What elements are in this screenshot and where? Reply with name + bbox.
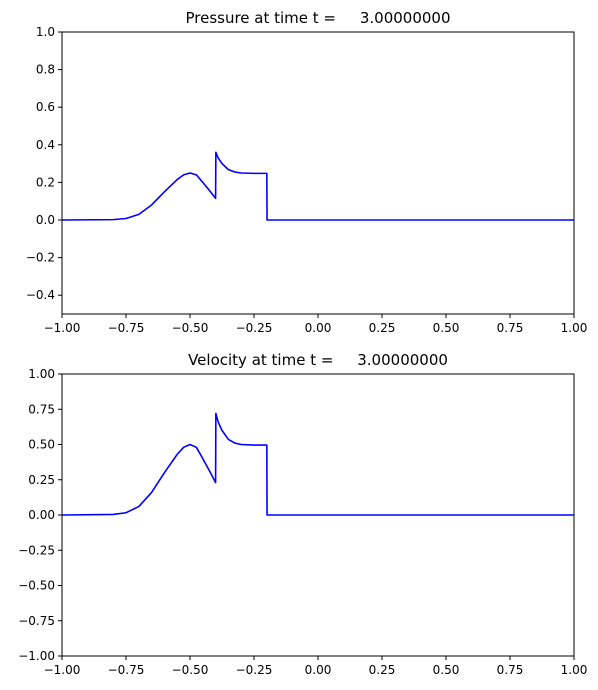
pressure-x-tick-label: −0.75 xyxy=(108,321,145,335)
pressure-x-tick-label: 0.75 xyxy=(497,321,524,335)
velocity-x-tick-label: 0.25 xyxy=(369,663,396,677)
pressure-x-tick-label: −1.00 xyxy=(44,321,81,335)
pressure-x-tick-label: 1.00 xyxy=(561,321,588,335)
velocity-y-tick-label: 1.00 xyxy=(28,367,55,381)
velocity-x-tick-label: 0.50 xyxy=(433,663,460,677)
velocity-x-tick-label: −0.75 xyxy=(108,663,145,677)
pressure-y-tick-label: 0.6 xyxy=(36,100,55,114)
velocity-panel: Velocity at time t = 3.00000000 −1.00 −0.7… xyxy=(18,351,587,677)
pressure-title: Pressure at time t = 3.00000000 xyxy=(185,9,450,27)
pressure-y-tick-label: 0.2 xyxy=(36,175,55,189)
pressure-axes-frame xyxy=(61,31,575,315)
velocity-x-tick-label: 0.00 xyxy=(305,663,332,677)
velocity-y-tick-label: 0.75 xyxy=(28,402,55,416)
pressure-y-tick-label: 1.0 xyxy=(36,25,55,39)
pressure-y-tick-label: −0.2 xyxy=(26,251,55,265)
pressure-y-tick-label: 0.8 xyxy=(36,63,55,77)
velocity-x-tick-label: −1.00 xyxy=(44,663,81,677)
velocity-y-tick-label: −0.50 xyxy=(18,579,55,593)
velocity-y-tick-label: 0.25 xyxy=(28,473,55,487)
velocity-title: Velocity at time t = 3.00000000 xyxy=(188,351,448,369)
pressure-y-tick-label: −0.4 xyxy=(26,288,55,302)
velocity-x-tick-label: −0.50 xyxy=(172,663,209,677)
pressure-series-line xyxy=(61,151,574,221)
pressure-y-tick-label: 0.4 xyxy=(36,138,55,152)
pressure-x-tick-label: 0.25 xyxy=(369,321,396,335)
pressure-y-tick-label: 0.0 xyxy=(36,213,55,227)
velocity-series-line xyxy=(61,412,574,516)
velocity-y-tick-label: 0.50 xyxy=(28,438,55,452)
pressure-x-tick-label: −0.50 xyxy=(172,321,209,335)
velocity-y-tick-label: −1.00 xyxy=(18,649,55,663)
velocity-x-tick-label: 0.75 xyxy=(497,663,524,677)
pressure-x-tick-label: −0.25 xyxy=(236,321,273,335)
velocity-y-tick-label: −0.25 xyxy=(18,543,55,557)
velocity-y-tick-label: −0.75 xyxy=(18,614,55,628)
velocity-x-tick-label: 1.00 xyxy=(561,663,588,677)
velocity-y-tick-label: 0.00 xyxy=(28,508,55,522)
pressure-x-tick-label: 0.50 xyxy=(433,321,460,335)
pressure-panel: Pressure at time t = 3.00000000 −1.00 −0.7… xyxy=(26,9,588,335)
velocity-x-tick-label: −0.25 xyxy=(236,663,273,677)
pressure-x-tick-label: 0.00 xyxy=(305,321,332,335)
